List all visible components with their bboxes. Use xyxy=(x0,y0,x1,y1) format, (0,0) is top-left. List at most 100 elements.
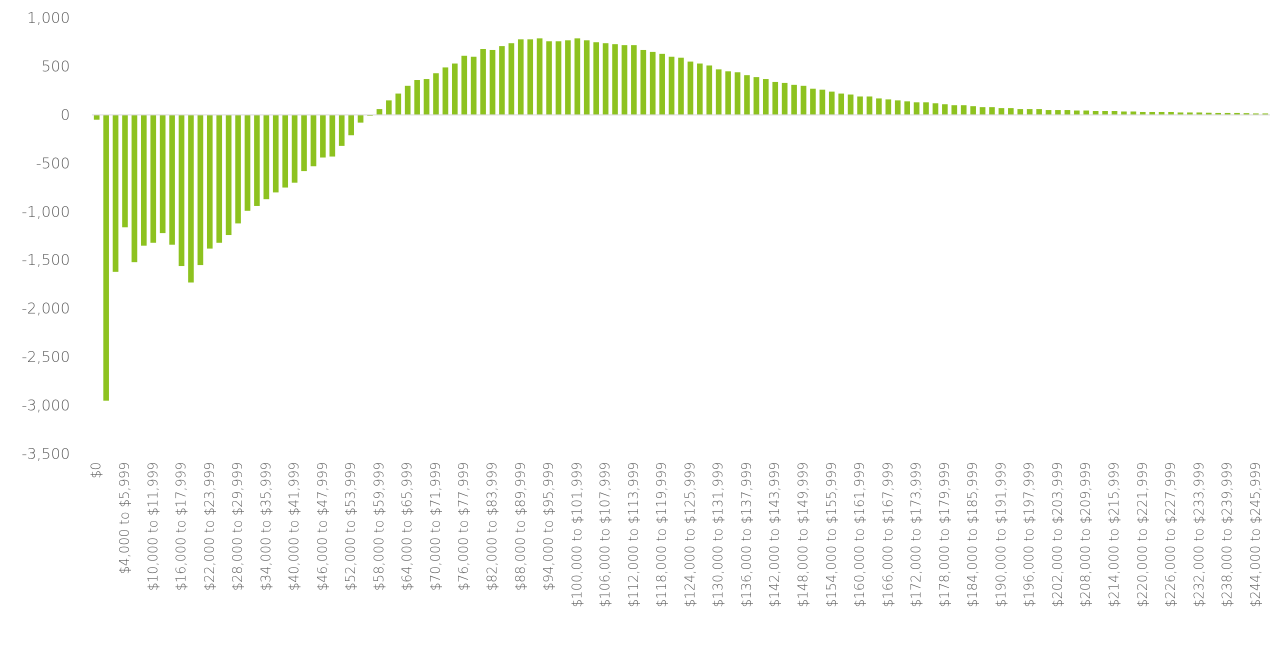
bar xyxy=(960,105,967,115)
bar xyxy=(942,104,948,115)
bar xyxy=(678,57,684,115)
bar xyxy=(734,72,741,115)
bar xyxy=(1102,111,1108,115)
bar xyxy=(1130,111,1137,115)
bar xyxy=(282,114,289,188)
x-tick-label: $0 xyxy=(90,462,105,479)
bar xyxy=(310,114,317,167)
y-tick-label: -2,000 xyxy=(22,300,70,318)
bar xyxy=(470,56,477,115)
bar xyxy=(499,46,505,115)
x-tick-label: $70,000 to $71,999 xyxy=(429,462,444,591)
bar xyxy=(715,69,722,115)
bar xyxy=(376,109,383,115)
bar xyxy=(1196,112,1203,115)
bar xyxy=(131,114,138,263)
bar xyxy=(970,106,976,115)
bar xyxy=(1055,110,1061,115)
bar xyxy=(791,84,797,115)
bar xyxy=(1045,110,1052,115)
bar xyxy=(725,71,731,115)
bar xyxy=(998,108,1005,115)
bar xyxy=(1205,112,1212,115)
bar xyxy=(762,79,769,115)
x-tick-label: $196,000 to $197,999 xyxy=(1023,462,1038,607)
bar xyxy=(565,40,571,115)
bar xyxy=(640,49,647,115)
bar xyxy=(593,42,600,115)
bar xyxy=(216,114,223,243)
x-tick-label: $118,000 to $119,999 xyxy=(655,462,670,607)
bar xyxy=(621,45,628,115)
x-tick-label: $154,000 to $155,999 xyxy=(825,462,840,607)
bar xyxy=(150,114,157,243)
x-tick-label: $226,000 to $227,999 xyxy=(1164,462,1179,607)
x-tick-label: $76,000 to $77,999 xyxy=(457,462,472,591)
bar xyxy=(1121,111,1127,115)
bar xyxy=(753,77,760,115)
bar xyxy=(480,49,486,115)
bar xyxy=(291,114,298,183)
bar xyxy=(414,80,420,115)
bar xyxy=(932,103,939,115)
bar xyxy=(1215,112,1221,115)
bar xyxy=(894,100,901,115)
y-tick-label: -2,500 xyxy=(22,348,70,366)
x-tick-label: $214,000 to $215,999 xyxy=(1108,462,1123,607)
bar xyxy=(178,114,185,267)
bar xyxy=(93,114,100,120)
bar xyxy=(357,114,364,123)
bar xyxy=(781,82,788,115)
x-tick-label: $130,000 to $131,999 xyxy=(712,462,727,607)
x-tick-label: $238,000 to $239,999 xyxy=(1221,462,1236,607)
bar xyxy=(1262,113,1269,115)
x-tick-label: $142,000 to $143,999 xyxy=(768,462,783,607)
bar xyxy=(404,85,411,115)
bar xyxy=(612,44,618,115)
bar xyxy=(1177,112,1184,115)
bar xyxy=(885,99,892,115)
bar xyxy=(517,39,524,115)
bar xyxy=(1036,109,1042,115)
x-tick-label: $166,000 to $167,999 xyxy=(881,462,896,607)
bar xyxy=(301,114,307,172)
y-tick-label: -3,500 xyxy=(22,445,70,463)
x-tick-label: $136,000 to $137,999 xyxy=(740,462,755,607)
x-tick-label: $208,000 to $209,999 xyxy=(1079,462,1094,607)
bar xyxy=(329,114,336,157)
bar xyxy=(225,114,232,236)
x-tick-label: $184,000 to $185,999 xyxy=(966,462,981,607)
bar xyxy=(169,114,175,245)
bar xyxy=(574,38,581,115)
x-tick-label: $10,000 to $11,999 xyxy=(146,462,161,591)
x-tick-label: $172,000 to $173,999 xyxy=(910,462,925,607)
bar xyxy=(772,81,779,115)
bar xyxy=(1111,111,1118,115)
x-tick-label: $94,000 to $95,999 xyxy=(542,462,557,591)
bar xyxy=(254,114,260,206)
bar xyxy=(395,93,402,115)
bar xyxy=(979,107,986,115)
bar xyxy=(103,114,109,401)
x-tick-label: $112,000 to $113,999 xyxy=(627,462,642,607)
bar xyxy=(1083,110,1090,115)
bar xyxy=(951,105,958,115)
bar xyxy=(1092,111,1099,115)
bar xyxy=(263,114,270,200)
y-tick-label: -3,000 xyxy=(22,397,70,415)
bar xyxy=(904,101,911,115)
bar xyxy=(1224,112,1231,115)
bar xyxy=(706,65,713,115)
bar xyxy=(659,53,665,115)
x-tick-label: $178,000 to $179,999 xyxy=(938,462,953,607)
bar xyxy=(989,107,995,115)
bar xyxy=(1064,110,1071,115)
bar xyxy=(197,114,204,266)
bar xyxy=(838,93,845,115)
x-tick-label: $148,000 to $149,999 xyxy=(797,462,812,607)
y-tick-label: -1,500 xyxy=(22,251,70,269)
bar xyxy=(602,43,609,115)
bar xyxy=(188,114,194,283)
bar xyxy=(386,100,392,115)
